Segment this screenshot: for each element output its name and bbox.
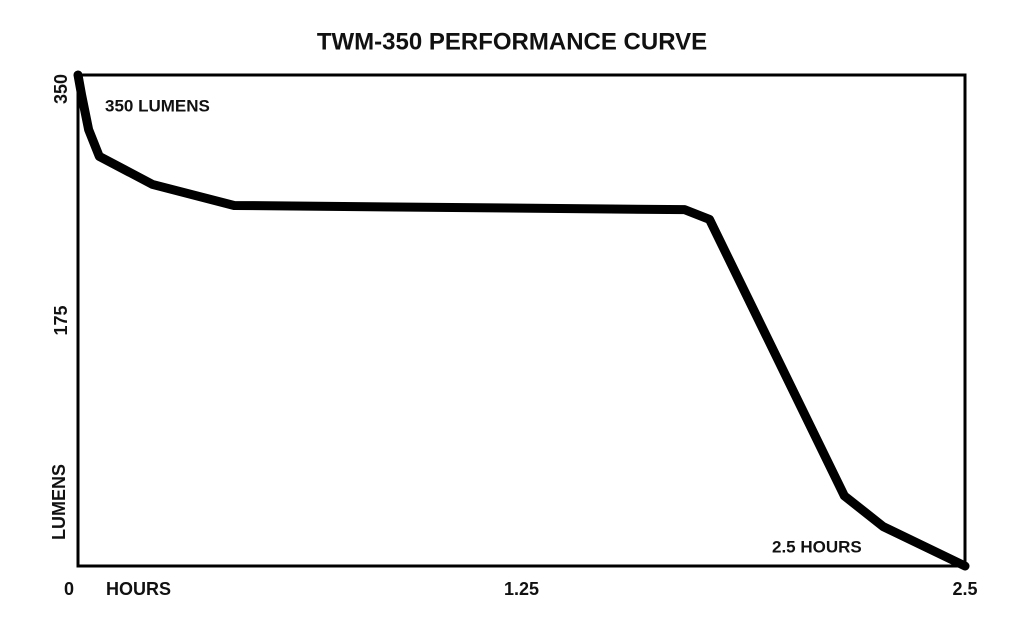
y-axis-label: LUMENS — [49, 464, 69, 540]
x-tick-label: 0 — [64, 579, 74, 599]
y-tick-label: 175 — [51, 305, 71, 335]
x-tick-label: 1.25 — [504, 579, 539, 599]
annotation: 350 LUMENS — [105, 96, 210, 115]
x-tick-label: 2.5 — [952, 579, 977, 599]
y-tick-label: 350 — [51, 74, 71, 104]
chart-title: TWM-350 PERFORMANCE CURVE — [317, 28, 707, 55]
annotation: 2.5 HOURS — [772, 537, 862, 556]
plot-frame — [76, 73, 967, 568]
data-line — [73, 70, 970, 571]
x-axis-label: HOURS — [106, 579, 171, 599]
